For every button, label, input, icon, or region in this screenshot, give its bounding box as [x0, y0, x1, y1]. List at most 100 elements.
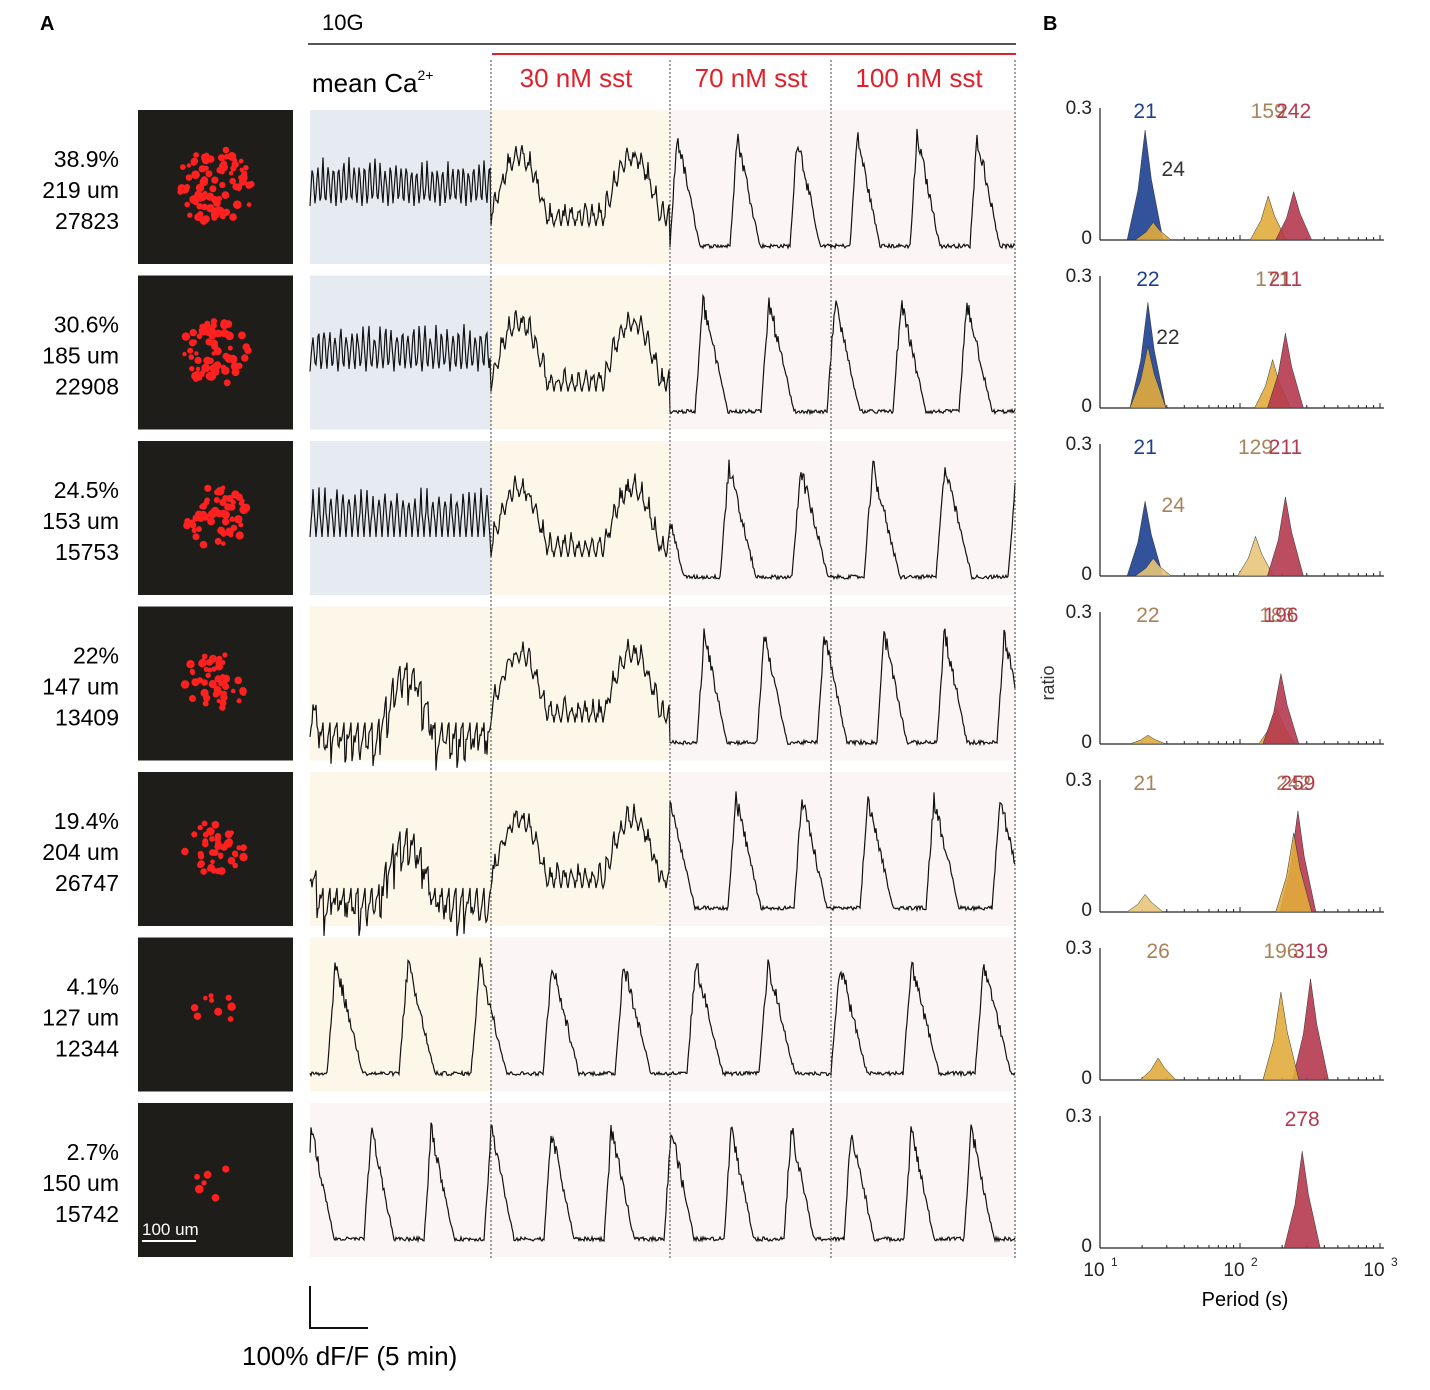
cell-dot [202, 831, 209, 838]
x-tick-label: 10 [1223, 1260, 1244, 1281]
cell-dot [202, 215, 210, 223]
cell-dot [229, 830, 234, 835]
cell-dot [209, 185, 217, 193]
cell-dot [189, 328, 197, 337]
islet-row: 4.1% 127 um 12344 [42, 937, 1016, 1092]
cell-dot [197, 824, 203, 831]
cell-dot [232, 862, 238, 869]
cell-dot [220, 530, 227, 537]
peak-label: 196 [1263, 940, 1298, 963]
cell-dot [214, 843, 222, 851]
cell-dot [218, 154, 226, 162]
peak-label: 211 [1269, 268, 1302, 291]
y-tick-label: 0 [1081, 396, 1092, 417]
cell-dot [235, 531, 244, 540]
cell-dot [230, 362, 240, 371]
condition-label-70: 70 nM sst [695, 63, 808, 93]
x-axis-title: Period (s) [1202, 1289, 1289, 1311]
period-peak [1262, 991, 1300, 1081]
cell-dot [190, 670, 196, 676]
calcium-trace [309, 957, 1016, 1078]
cell-dot [199, 177, 208, 187]
trace-bg-70-100nm [670, 772, 1016, 926]
cell-dot [200, 868, 207, 875]
cell-dot [193, 1012, 202, 1020]
cell-dot [201, 679, 208, 686]
cell-dot [201, 1180, 207, 1186]
cell-dot [207, 155, 215, 163]
panel-label-a: A [40, 13, 54, 35]
peak-label: 242 [1276, 772, 1311, 795]
calcium-trace [309, 293, 1016, 416]
cell-dot [239, 505, 248, 514]
peak-label: 242 [1276, 100, 1311, 123]
period-peak [1139, 1057, 1177, 1081]
cell-dot [222, 518, 230, 526]
islet-count: 27823 [55, 208, 119, 234]
cell-dot [209, 836, 216, 842]
cell-dot [193, 152, 200, 158]
cell-dot [195, 366, 201, 372]
cell-dot [219, 498, 227, 507]
peak-label: 259 [1280, 772, 1315, 795]
mean-ca-label: mean Ca2+ [312, 67, 433, 98]
islet-image [138, 1103, 293, 1257]
cell-dot [185, 174, 193, 181]
x-tick-exponent: 2 [1251, 1255, 1258, 1269]
cell-dot [238, 522, 244, 528]
cell-dot [181, 332, 191, 341]
cell-dot [248, 180, 255, 188]
cell-dot [239, 173, 248, 182]
cell-dot [244, 346, 252, 355]
cell-dot [215, 662, 224, 671]
islet-count: 26747 [55, 870, 119, 896]
y-tick-label: 0.3 [1066, 602, 1092, 623]
islet-pct: 2.7% [67, 1139, 119, 1165]
trace-bg-70-100nm [670, 275, 1016, 430]
cell-dot [191, 831, 198, 838]
trace-bg-baseline [310, 937, 491, 1092]
y-tick-label: 0.3 [1066, 1106, 1092, 1127]
cell-dot [214, 329, 223, 338]
cell-dot [194, 1173, 201, 1180]
cell-dot [228, 503, 236, 511]
cell-dot [238, 158, 244, 164]
cell-dot [209, 997, 215, 1003]
trace-bg-30nm [491, 110, 670, 264]
x-tick-label: 10 [1083, 1260, 1104, 1281]
peak-label: 22 [1136, 268, 1159, 291]
cell-dot [190, 1004, 199, 1012]
cell-dot [227, 856, 236, 865]
cell-dot [229, 516, 235, 522]
trace-bg-70-100nm [670, 606, 1016, 761]
peak-label: 24 [1162, 494, 1186, 517]
cell-dot [213, 361, 222, 370]
cell-dot [220, 843, 228, 851]
cell-dot [192, 533, 200, 541]
calcium-trace [309, 459, 1016, 581]
cell-dot [246, 202, 252, 208]
cell-dot [180, 164, 186, 171]
cell-dot [233, 200, 242, 209]
period-peak [1262, 673, 1300, 745]
cell-dot [205, 672, 211, 679]
cell-dot [207, 357, 214, 364]
islet-pct: 4.1% [67, 974, 119, 1000]
islet-size: 127 um [42, 1005, 119, 1031]
cell-dot [220, 319, 228, 327]
period-peak [1129, 734, 1166, 745]
cell-dot [227, 1016, 234, 1022]
peak-label: 24 [1162, 158, 1186, 181]
islet-size: 204 um [42, 839, 119, 865]
islet-count: 15753 [55, 539, 119, 565]
cell-dot [193, 376, 199, 382]
cell-dot [207, 517, 216, 526]
cell-dot [202, 838, 209, 845]
y-tick-label: 0 [1081, 228, 1092, 249]
y-tick-label: 0 [1081, 732, 1092, 753]
cell-dot [219, 704, 226, 711]
cell-dot [238, 331, 246, 340]
cell-dot [210, 859, 215, 865]
